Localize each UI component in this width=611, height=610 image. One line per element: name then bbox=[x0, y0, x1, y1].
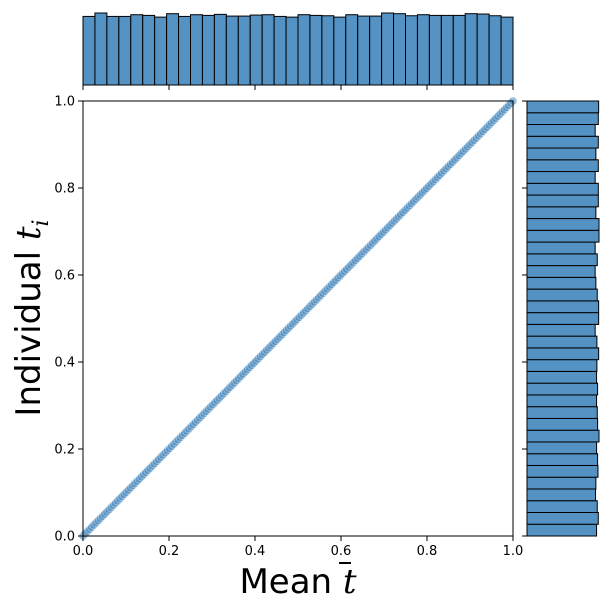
hist-bar-y bbox=[526, 218, 600, 231]
hist-bar-y bbox=[526, 171, 596, 184]
hist-bar-y bbox=[526, 523, 598, 537]
y-tick-label: 0.4 bbox=[54, 356, 75, 371]
hist-bar-y bbox=[526, 441, 598, 455]
hist-bar-x bbox=[213, 13, 227, 86]
hist-bar-x bbox=[476, 13, 490, 86]
x-tick-label: 1.0 bbox=[503, 544, 524, 559]
hist-bar-y bbox=[526, 323, 596, 337]
hist-bar-x bbox=[94, 12, 108, 86]
hist-bar-y bbox=[526, 206, 597, 220]
hist-bar-x bbox=[285, 16, 299, 86]
hist-bar-y bbox=[526, 300, 600, 314]
hist-bar-x bbox=[416, 14, 430, 86]
hist-bar-y bbox=[526, 100, 600, 114]
hist-bar-x bbox=[82, 15, 96, 86]
hist-bar-x bbox=[321, 15, 335, 86]
hist-bar-x bbox=[369, 15, 383, 86]
hist-bar-y bbox=[526, 276, 597, 290]
hist-bar-y bbox=[526, 229, 600, 243]
hist-bar-y bbox=[526, 429, 600, 443]
hist-bar-y bbox=[526, 241, 596, 255]
y-tick-label: 0.6 bbox=[54, 269, 75, 284]
marginal-y-histogram bbox=[522, 100, 600, 537]
hist-bar-y bbox=[526, 347, 600, 361]
hist-bar-y bbox=[526, 370, 598, 384]
hist-bar-x bbox=[500, 16, 514, 86]
hist-bar-x bbox=[225, 15, 239, 86]
hist-bar-y bbox=[526, 511, 599, 525]
y-tick-label: 0.0 bbox=[54, 530, 75, 545]
x-tick-label: 0.6 bbox=[331, 544, 352, 559]
x-tick-label: 0.8 bbox=[417, 544, 438, 559]
hist-bar-y bbox=[526, 135, 599, 149]
hist-bar-y bbox=[526, 288, 598, 302]
hist-bar-y bbox=[526, 312, 600, 325]
hist-bar-x bbox=[166, 13, 180, 86]
hist-bar-x bbox=[249, 14, 263, 86]
y-axis-ticks: 0.0 0.2 0.4 0.6 0.8 1.0 bbox=[54, 95, 83, 545]
x-axis-ticks: 0.0 0.2 0.4 0.6 0.8 1.0 bbox=[73, 536, 524, 559]
x-tick-label: 0.2 bbox=[159, 544, 180, 559]
hist-bar-y bbox=[526, 112, 599, 126]
x-tick-label: 0.4 bbox=[245, 544, 266, 559]
hist-bar-y bbox=[526, 500, 598, 513]
hist-bar-y bbox=[526, 406, 598, 419]
svg-text:Individual ti: Individual ti bbox=[9, 219, 54, 416]
hist-bar-x bbox=[393, 13, 406, 86]
hist-bar-x bbox=[142, 14, 156, 86]
hist-bar-y bbox=[526, 476, 597, 490]
hist-bar-y bbox=[526, 265, 596, 278]
hist-bar-y bbox=[526, 394, 598, 408]
x-axis-label: Mean t bbox=[239, 562, 356, 602]
hist-bar-x bbox=[130, 14, 144, 86]
hist-bar-y bbox=[526, 488, 597, 502]
y-tick-label: 1.0 bbox=[54, 95, 75, 110]
hist-bar-y bbox=[526, 182, 599, 196]
hist-bar-x bbox=[345, 14, 359, 86]
hist-bar-x bbox=[154, 16, 168, 86]
hist-bar-y bbox=[526, 464, 599, 478]
hist-bar-x bbox=[201, 14, 215, 86]
hist-bar-x bbox=[440, 14, 454, 86]
hist-bar-x bbox=[405, 15, 418, 86]
hist-bar-x bbox=[488, 15, 502, 86]
hist-bar-x bbox=[452, 14, 466, 86]
hist-bar-x bbox=[273, 15, 287, 86]
hist-bar-y bbox=[526, 159, 599, 173]
main-axes-frame bbox=[82, 100, 514, 537]
hist-bar-x bbox=[428, 14, 442, 86]
scatter-points bbox=[78, 96, 518, 541]
hist-bar-x bbox=[237, 15, 251, 86]
hist-bar-x bbox=[190, 14, 203, 86]
hist-bar-x bbox=[118, 15, 132, 86]
hist-bar-x bbox=[333, 16, 347, 86]
hist-bar-y bbox=[526, 382, 599, 396]
hist-bar-x bbox=[261, 14, 275, 86]
hist-bar-y bbox=[526, 453, 599, 466]
hist-bar-x bbox=[178, 15, 192, 86]
hist-bar-x bbox=[309, 14, 323, 86]
x-tick-label: 0.0 bbox=[73, 544, 94, 559]
hist-bar-y bbox=[526, 335, 598, 349]
y-tick-label: 0.2 bbox=[54, 443, 75, 458]
hist-bar-y bbox=[526, 124, 596, 137]
hist-bar-x bbox=[297, 14, 311, 86]
y-tick-label: 0.8 bbox=[54, 182, 75, 197]
hist-bar-x bbox=[381, 12, 395, 86]
hist-bar-y bbox=[526, 194, 599, 208]
marginal-x-histogram bbox=[82, 12, 514, 90]
y-axis-label: Individual ti bbox=[9, 219, 54, 416]
hist-bar-y bbox=[526, 417, 599, 431]
hist-bar-y bbox=[526, 359, 598, 372]
hist-bar-x bbox=[106, 15, 120, 86]
hist-bar-x bbox=[464, 13, 478, 86]
hist-bar-y bbox=[526, 147, 597, 161]
hist-bar-x bbox=[357, 15, 371, 86]
hist-bar-y bbox=[526, 253, 598, 267]
